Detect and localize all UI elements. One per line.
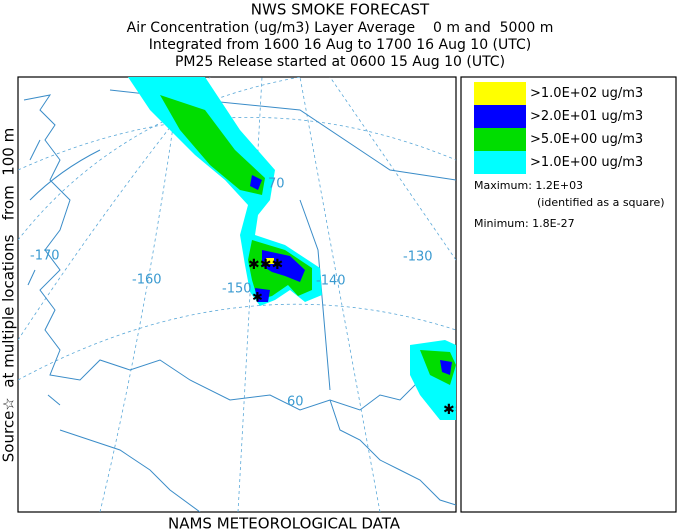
legend-label: >1.0E+02 ug/m3	[530, 86, 643, 101]
source-marker: ✱✱✱	[248, 257, 283, 273]
side-label: Source☆ at multiple locations from 100 m	[0, 128, 18, 462]
map-label: -140	[316, 274, 346, 289]
legend-label: >5.0E+00 ug/m3	[530, 132, 643, 147]
map-label: -150	[222, 282, 252, 297]
map-label: -170	[30, 249, 60, 264]
map: ✱✱✱ ✱ ✱✱ -170 -160 -150 -140 -130 70 60	[17, 76, 466, 513]
legend-swatch	[474, 128, 526, 151]
source-marker: ✱✱	[443, 402, 466, 418]
subtitle: Integrated from 1600 16 Aug to 1700 16 A…	[149, 37, 532, 53]
maximum: Maximum: 1.2E+03	[474, 179, 583, 192]
legend-label: >2.0E+01 ug/m3	[530, 109, 643, 124]
minimum: Minimum: 1.8E-27	[474, 217, 575, 230]
legend: >1.0E+02 ug/m3 >2.0E+01 ug/m3 >5.0E+00 ug/…	[460, 76, 677, 513]
legend-swatch	[474, 82, 526, 105]
maximum-note: (identified as a square)	[537, 196, 665, 209]
source-marker: ✱	[252, 291, 263, 306]
legend-swatch	[474, 105, 526, 128]
subtitle: PM25 Release started at 0600 15 Aug 10 (…	[175, 54, 505, 70]
legend-swatch	[474, 151, 526, 174]
map-label: -160	[132, 273, 162, 288]
map-label: 70	[268, 177, 285, 192]
title: NWS SMOKE FORECAST	[251, 1, 430, 19]
map-label: 60	[287, 395, 304, 410]
subtitle: Air Concentration (ug/m3) Layer Average …	[127, 20, 554, 36]
footer: NAMS METEOROLOGICAL DATA	[168, 515, 401, 532]
map-label: -130	[403, 250, 433, 265]
legend-label: >1.0E+00 ug/m3	[530, 155, 643, 170]
